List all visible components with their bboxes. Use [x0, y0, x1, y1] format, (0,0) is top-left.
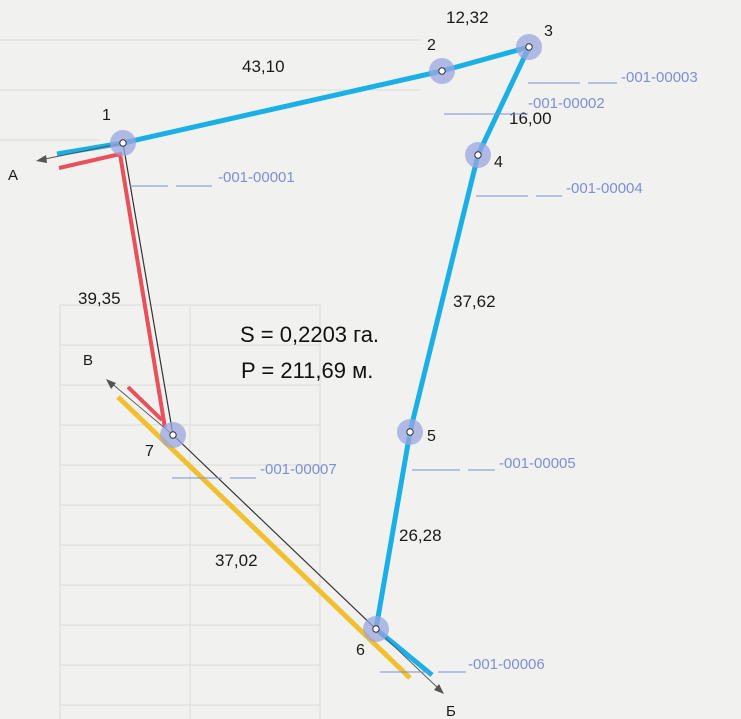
- code-00005: -001-00005: [499, 455, 576, 472]
- point-labels: 1 2 3 4 5 6 7: [102, 23, 553, 659]
- point-1-marker: [119, 139, 127, 147]
- length-6-7: 37,02: [215, 551, 258, 570]
- direction-v: В: [83, 352, 93, 369]
- direction-labels: А Б В: [8, 167, 456, 719]
- cadastral-codes: -001-00001 -001-00002 -001-00003 -001-00…: [130, 69, 698, 673]
- direction-b: Б: [446, 703, 456, 719]
- code-00004: -001-00004: [566, 180, 643, 197]
- code-00006: -001-00006: [468, 656, 545, 673]
- point-label-3: 3: [544, 23, 553, 40]
- point-6-marker: [372, 625, 380, 633]
- code-00001: -001-00001: [218, 169, 295, 186]
- turning-points: [119, 43, 533, 633]
- point-7-marker: [169, 431, 177, 439]
- direction-a: А: [8, 167, 18, 184]
- point-label-2: 2: [427, 37, 436, 54]
- point-3-marker: [525, 43, 533, 51]
- code-00002: -001-00002: [528, 95, 605, 112]
- length-4-5: 37,62: [453, 292, 496, 311]
- length-1-2: 43,10: [242, 57, 285, 76]
- length-5-6: 26,28: [399, 526, 442, 545]
- adjacent-blue-segments: [56, 44, 532, 677]
- point-5-marker: [406, 428, 414, 436]
- point-label-4: 4: [494, 154, 503, 171]
- length-2-3: 12,32: [446, 8, 489, 27]
- point-label-5: 5: [427, 428, 436, 445]
- point-label-1: 1: [102, 107, 111, 124]
- point-4-marker: [474, 151, 482, 159]
- point-label-7: 7: [145, 443, 154, 460]
- point-2-marker: [438, 67, 446, 75]
- area-text: S = 0,2203 га.: [240, 322, 379, 347]
- code-00007: -001-00007: [260, 461, 337, 478]
- direction-arrows: [36, 142, 444, 694]
- length-7-1: 39,35: [78, 289, 121, 308]
- perimeter-text: P = 211,69 м.: [241, 358, 373, 383]
- point-label-6: 6: [356, 642, 365, 659]
- code-00003: -001-00003: [621, 69, 698, 86]
- segment-lengths: 43,10 12,32 16,00 37,62 26,28 37,02 39,3…: [78, 8, 552, 570]
